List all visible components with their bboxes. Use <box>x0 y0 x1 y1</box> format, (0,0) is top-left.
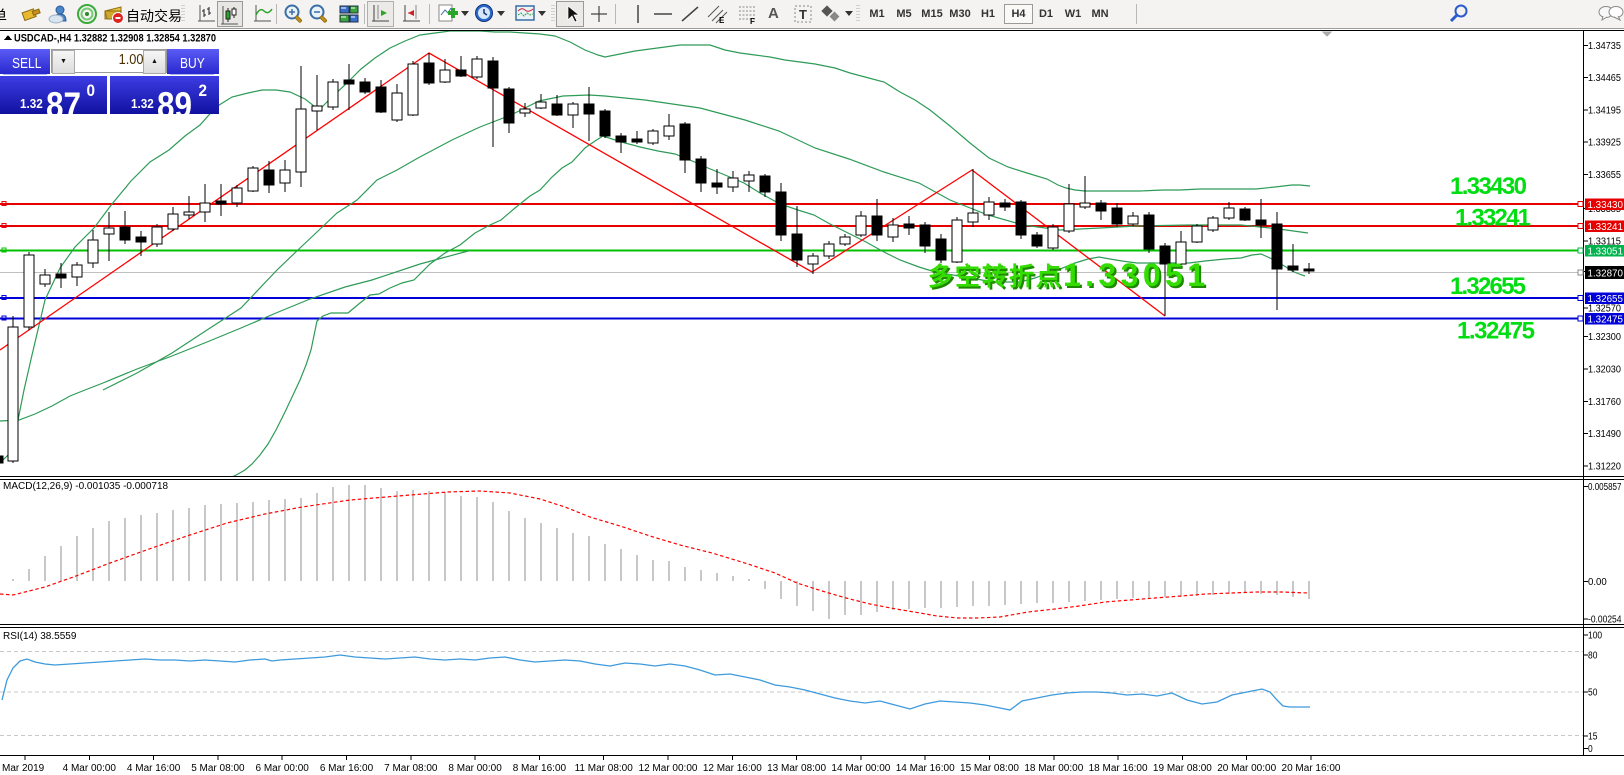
svg-text:14 Mar 16:00: 14 Mar 16:00 <box>896 763 955 774</box>
svg-text:1.32870: 1.32870 <box>1588 269 1624 280</box>
svg-text:1.33655: 1.33655 <box>1588 170 1621 181</box>
svg-text:-0.00254: -0.00254 <box>1588 615 1622 626</box>
svg-text:1.32655: 1.32655 <box>1450 273 1526 300</box>
svg-text:F: F <box>750 17 755 25</box>
svg-text:USDCAD-,H4 1.32882 1.32908 1.: USDCAD-,H4 1.32882 1.32908 1.32854 1.328… <box>14 33 216 45</box>
svg-text:15 Mar 08:00: 15 Mar 08:00 <box>960 763 1019 774</box>
svg-text:100: 100 <box>1588 631 1603 642</box>
svg-text:50: 50 <box>1588 688 1598 699</box>
svg-text:4 Mar 16:00: 4 Mar 16:00 <box>127 763 181 774</box>
svg-text:20 Mar 16:00: 20 Mar 16:00 <box>1282 763 1341 774</box>
svg-text:7 Mar 08:00: 7 Mar 08:00 <box>384 763 438 774</box>
svg-text:1.34465: 1.34465 <box>1588 73 1621 84</box>
svg-text:1.32475: 1.32475 <box>1457 318 1535 345</box>
svg-text:18 Mar 00:00: 18 Mar 00:00 <box>1024 763 1083 774</box>
svg-text:12 Mar 16:00: 12 Mar 16:00 <box>703 763 762 774</box>
svg-text:19 Mar 08:00: 19 Mar 08:00 <box>1153 763 1212 774</box>
svg-text:1.32475: 1.32475 <box>1588 315 1624 326</box>
svg-text:13 Mar 08:00: 13 Mar 08:00 <box>767 763 826 774</box>
svg-text:4 Mar 00:00: 4 Mar 00:00 <box>63 763 117 774</box>
svg-text:1.33430: 1.33430 <box>1588 200 1624 211</box>
svg-text:1.33051: 1.33051 <box>1588 247 1623 258</box>
svg-text:RSI(14) 38.5559: RSI(14) 38.5559 <box>3 631 77 642</box>
svg-text:E: E <box>719 16 725 25</box>
svg-text:18 Mar 16:00: 18 Mar 16:00 <box>1089 763 1148 774</box>
svg-text:1.34735: 1.34735 <box>1588 41 1621 52</box>
svg-text:1.33241: 1.33241 <box>1455 205 1531 232</box>
svg-text:Mar 2019: Mar 2019 <box>2 763 45 774</box>
svg-text:0: 0 <box>1588 744 1593 755</box>
svg-text:80: 80 <box>1588 651 1598 662</box>
svg-text:1.31490: 1.31490 <box>1588 429 1621 440</box>
svg-text:1.32655: 1.32655 <box>1588 294 1624 305</box>
svg-text:0.00: 0.00 <box>1588 577 1607 588</box>
svg-text:6 Mar 16:00: 6 Mar 16:00 <box>320 763 374 774</box>
svg-text:8 Mar 00:00: 8 Mar 00:00 <box>448 763 502 774</box>
svg-text:1.33115: 1.33115 <box>1588 237 1621 248</box>
svg-text:1.32300: 1.32300 <box>1588 332 1621 343</box>
svg-text:1.33051: 1.33051 <box>1065 259 1207 295</box>
svg-text:1.34195: 1.34195 <box>1588 105 1621 116</box>
svg-text:20 Mar 00:00: 20 Mar 00:00 <box>1217 763 1276 774</box>
svg-text:12 Mar 00:00: 12 Mar 00:00 <box>639 763 698 774</box>
svg-text:1.33925: 1.33925 <box>1588 138 1621 149</box>
svg-text:T: T <box>799 7 807 22</box>
svg-text:1.32570: 1.32570 <box>1588 304 1621 315</box>
svg-text:MACD(12,26,9) -0.001035 -0.000: MACD(12,26,9) -0.001035 -0.000718 <box>3 481 169 492</box>
svg-text:多空转折点: 多空转折点 <box>930 264 1063 293</box>
svg-text:14 Mar 00:00: 14 Mar 00:00 <box>831 763 890 774</box>
svg-text:5 Mar 08:00: 5 Mar 08:00 <box>191 763 245 774</box>
svg-text:多空转折点: 多空转折点 <box>928 262 1061 291</box>
svg-text:0.005857: 0.005857 <box>1588 482 1622 493</box>
svg-text:1.31760: 1.31760 <box>1588 397 1621 408</box>
svg-text:1.33241: 1.33241 <box>1588 222 1623 233</box>
svg-text:15: 15 <box>1588 732 1598 743</box>
svg-text:11 Mar 08:00: 11 Mar 08:00 <box>575 763 634 774</box>
svg-text:1.31220: 1.31220 <box>1588 462 1621 473</box>
svg-text:1.33430: 1.33430 <box>1450 173 1527 200</box>
svg-text:1.32030: 1.32030 <box>1588 365 1621 376</box>
svg-text:1.33051: 1.33051 <box>1063 257 1205 293</box>
svg-text:8 Mar 16:00: 8 Mar 16:00 <box>513 763 567 774</box>
svg-text:6 Mar 00:00: 6 Mar 00:00 <box>256 763 310 774</box>
